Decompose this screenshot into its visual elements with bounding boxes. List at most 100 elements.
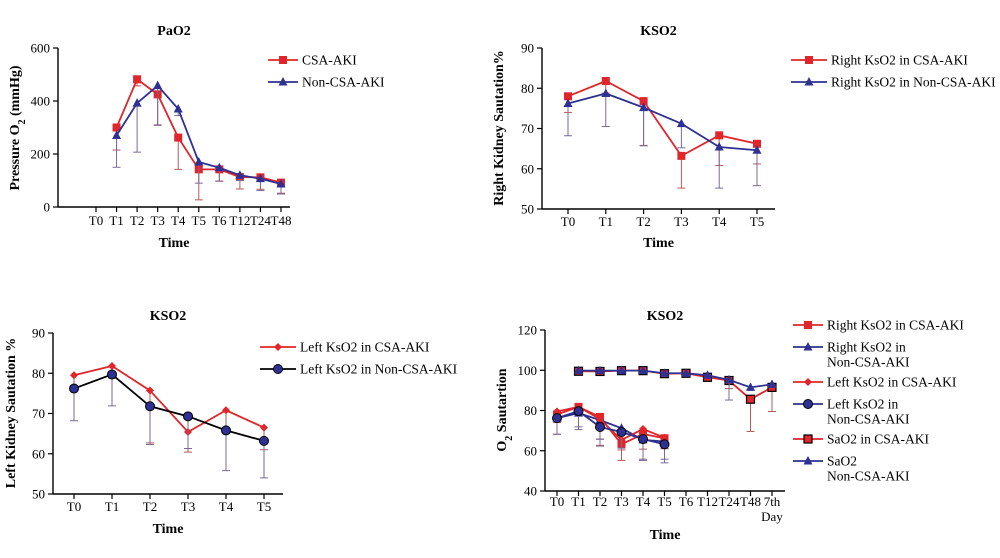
x-tick-label: T2 [143,499,157,514]
data-point [553,407,561,416]
x-tick-label: T1 [109,213,123,228]
x-tick-label: T24 [719,494,740,509]
series-line [567,80,758,158]
chart-3: 50 60 70 80 90 T0 T1 T2 T3 T4 T5 KSO2 Time Left Kidne… [4,309,458,537]
y-tick-label: 90 [521,41,534,56]
data-point [276,178,286,188]
x-tick-label: T5 [192,213,206,228]
chart-title: KSO2 [640,24,677,39]
data-point [659,439,670,450]
y-tick-label: 100 [518,363,538,378]
y-axis-label: Left Kidney Sautation % [4,338,19,489]
data-point [146,386,154,395]
y-tick-label: 0 [44,200,51,215]
data-point [563,98,573,108]
x-tick-label: T1 [599,214,613,229]
x-tick-label: 7th Day [761,494,783,524]
legend-marker [279,56,287,64]
data-point [638,434,648,445]
legend-marker [803,434,813,444]
x-tick-label: T1 [105,499,119,514]
legend-label: SaO2 Non-CSA-AKI [827,454,910,484]
x-axis-label: Time [159,236,190,251]
data-point [69,383,79,394]
data-point [676,118,686,128]
y-tick-label: 40 [524,484,537,499]
data-point [639,97,648,106]
y-tick-label: 70 [32,406,45,421]
data-point [552,413,562,424]
legend-marker [278,77,288,86]
data-point [616,427,627,438]
y-tick-label: 70 [521,121,534,136]
y-axis-label: O2 Sautartion [495,368,515,451]
y-tick-label: 600 [31,41,51,56]
legend: Left KsO2 in CSA-AKI Left KsO2 in Non-CSA… [260,340,458,377]
y-tick-label: 80 [524,403,537,418]
data-point [214,162,224,172]
legend: Right KsO2 in CSA-AKI Right KsO2 in Non-C… [791,53,996,90]
data-point [746,382,755,391]
legend-label: Right KsO2 in CSA-AKI [831,53,968,68]
data-point [745,394,756,404]
legend-marker [805,56,813,64]
chart-title: KSO2 [647,309,684,324]
x-tick-label: T12 [229,213,250,228]
data-point [639,425,647,434]
legend-label: SaO2 in CSA-AKI [827,432,930,447]
legend-label: Right KsO2 in Non-CSA-AKI [827,340,910,370]
data-point [153,80,163,90]
legend-label: Non-CSA-AKI [302,75,385,90]
data-point [596,415,604,424]
data-point [724,374,734,384]
series-2 [69,369,269,479]
chart-title: KSO2 [150,309,187,324]
data-point [173,103,183,113]
data-point [255,173,265,183]
data-point [145,401,155,412]
chart-1: 0 200 400 600 T0 T1 T2 T3 T4 T5 T6 T12 T24 T48 PaO2 Tim… [8,24,385,251]
x-tick-label: T0 [67,499,81,514]
x-tick-label: T6 [679,494,694,509]
chart-4: 40 60 80 100 120 T0 T1 T2 T3 T4 T5 T6 T12 T24 T48 7th Da… [495,309,964,543]
x-tick-label: T4 [171,213,186,228]
x-tick-label: T0 [89,213,103,228]
legend-marker [273,364,283,374]
legend-label: Right KsO2 in CSA-AKI [827,318,964,333]
series-line [556,410,665,446]
x-tick-label: T3 [150,213,164,228]
x-tick-label: T6 [212,213,227,228]
y-tick-label: 80 [32,366,45,381]
data-point [112,123,121,132]
series-line [73,373,265,442]
data-point [703,370,712,379]
x-tick-label: T4 [712,214,727,229]
data-point [108,362,116,371]
legend-label: Right KsO2 in Non-CSA-AKI [831,75,996,90]
data-point [595,365,605,375]
series-2 [552,408,669,461]
legend-marker [803,456,813,465]
series-1 [70,362,268,453]
series-1 [564,77,761,189]
legend-label: Left KsO2 in Non-CSA-AKI [827,397,910,427]
legend-marker [803,342,813,351]
data-point [752,145,762,154]
x-tick-label: T3 [674,214,688,229]
data-point [70,371,78,380]
data-point [564,92,572,101]
x-tick-label: T2 [636,214,650,229]
data-point [260,423,268,432]
x-tick-label: T5 [750,214,764,229]
data-point [222,406,230,415]
y-tick-label: 80 [521,81,534,96]
series-6 [574,365,777,401]
y-tick-label: 90 [32,326,45,341]
x-tick-label: T5 [657,494,671,509]
x-tick-label: T4 [636,494,651,509]
data-point [595,422,605,433]
chart-2: 50 60 70 80 90 T0 T1 T2 T3 T4 T5 KSO2 Time Right Kidn… [492,24,996,251]
data-point [107,369,117,380]
data-point [194,156,204,166]
